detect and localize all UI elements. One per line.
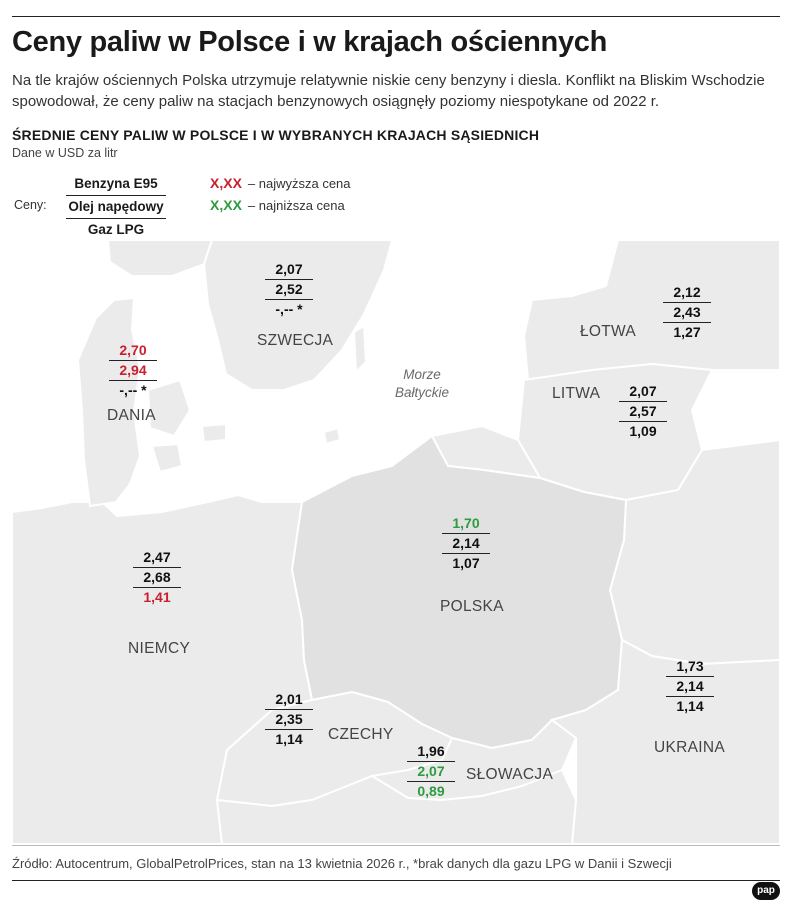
price-diesel: 2,52 (275, 281, 303, 297)
unit-note: Dane w USD za litr (12, 146, 118, 160)
price-diesel: 2,14 (452, 535, 480, 551)
legend-highest-text: – najwyższa cena (247, 176, 351, 191)
price-lpg: -,-- * (119, 382, 147, 398)
country-label-poland: POLSKA (440, 598, 504, 615)
land-ukraine (549, 638, 780, 844)
price-stack-denmark: 2,70 2,94 -,-- * (108, 341, 158, 400)
price-separator (109, 360, 157, 361)
price-stack-lithuania: 2,07 2,57 1,09 (618, 382, 668, 441)
region-map: Morze Bałtyckie 2,07 2,52 -,-- * SZWECJA… (12, 240, 780, 844)
pap-logo: pap (752, 882, 780, 900)
legend-lowest-marker: X,XX (210, 197, 242, 213)
country-label-lithuania: LITWA (552, 385, 601, 402)
land-danish-island-2 (150, 442, 184, 474)
country-label-slovakia: SŁOWACJA (466, 766, 554, 783)
price-e95: 1,96 (417, 743, 445, 759)
price-separator (109, 380, 157, 381)
price-separator (265, 299, 313, 300)
price-stack-ukraine: 1,73 2,14 1,14 (665, 657, 715, 716)
land-danish-island-3 (200, 422, 227, 444)
price-stack-czechia: 2,01 2,35 1,14 (264, 690, 314, 749)
price-separator (619, 421, 667, 422)
country-label-germany: NIEMCY (128, 640, 191, 657)
price-lpg: 1,09 (629, 423, 657, 439)
price-separator (265, 709, 313, 710)
legend-lowest-text: – najniższa cena (247, 198, 345, 213)
source-note: Źródło: Autocentrum, GlobalPetrolPrices,… (12, 856, 672, 871)
legend-fuel-stack: Benzyna E95 Olej napędowy Gaz LPG (60, 173, 172, 241)
price-lpg: 1,07 (452, 555, 480, 571)
price-separator (663, 302, 711, 303)
subtitle: Na tle krajów ościennych Polska utrzymuj… (12, 72, 765, 110)
price-e95: 1,73 (676, 658, 704, 674)
legend-separator (66, 195, 166, 196)
price-separator (133, 587, 181, 588)
land-latvia (522, 240, 780, 382)
price-e95: 2,07 (629, 383, 657, 399)
legend-lowest: X,XX – najniższa cena (210, 197, 345, 213)
land-austria-hungary (215, 768, 578, 844)
price-e95: 2,01 (275, 691, 303, 707)
legend-fuel-diesel: Olej napędowy (68, 199, 164, 214)
map-shapes (12, 240, 780, 844)
legend-fuel-lpg: Gaz LPG (87, 222, 145, 237)
land-danish-island-1 (146, 378, 192, 438)
price-separator (407, 781, 455, 782)
price-stack-slovakia: 1,96 2,07 0,89 (406, 742, 456, 801)
price-diesel: 2,14 (676, 678, 704, 694)
legend-separator (66, 218, 166, 219)
price-separator (133, 567, 181, 568)
price-stack-latvia: 2,12 2,43 1,27 (662, 283, 712, 342)
price-lpg: 1,27 (673, 324, 701, 340)
country-label-latvia: ŁOTWA (580, 323, 637, 340)
price-lpg: -,-- * (275, 301, 303, 317)
price-stack-germany: 2,47 2,68 1,41 (132, 548, 182, 607)
section-heading: ŚREDNIE CENY PALIW W POLSCE I W WYBRANYC… (12, 127, 540, 143)
country-label-sweden: SZWECJA (257, 332, 334, 349)
price-e95: 2,70 (119, 342, 147, 358)
land-norway (106, 240, 214, 277)
price-stack-poland: 1,70 2,14 1,07 (441, 514, 491, 573)
price-e95: 2,47 (143, 549, 171, 565)
price-stack-sweden: 2,07 2,52 -,-- * (264, 260, 314, 319)
price-diesel: 2,57 (629, 403, 657, 419)
bottom-rule (12, 880, 780, 881)
country-label-czechia: CZECHY (328, 726, 394, 743)
price-diesel: 2,94 (119, 362, 147, 378)
country-label-denmark: DANIA (107, 407, 156, 424)
price-e95: 1,70 (452, 515, 480, 531)
price-diesel: 2,68 (143, 569, 171, 585)
price-e95: 2,12 (673, 284, 701, 300)
footer-divider (12, 845, 780, 846)
legend-highest-marker: X,XX (210, 175, 242, 191)
legend-highest: X,XX – najwyższa cena (210, 175, 351, 191)
legend-label: Ceny: (14, 198, 47, 212)
price-diesel: 2,43 (673, 304, 701, 320)
price-separator (666, 696, 714, 697)
page-title: Ceny paliw w Polsce i w krajach ościenny… (12, 26, 608, 58)
price-separator (663, 322, 711, 323)
sea-label-baltic: Morze Bałtyckie (394, 367, 450, 400)
price-e95: 2,07 (275, 261, 303, 277)
price-diesel: 2,07 (417, 763, 445, 779)
top-rule (12, 16, 780, 17)
price-lpg: 1,14 (676, 698, 704, 714)
legend-fuel-e95: Benzyna E95 (74, 176, 158, 191)
price-lpg: 1,41 (143, 589, 171, 605)
land-denmark (76, 296, 142, 508)
land-island-oland (352, 324, 368, 375)
price-diesel: 2,35 (275, 711, 303, 727)
price-separator (442, 533, 490, 534)
price-separator (619, 401, 667, 402)
price-lpg: 0,89 (417, 783, 445, 799)
price-separator (265, 279, 313, 280)
land-island-bornholm (322, 426, 342, 446)
price-separator (666, 676, 714, 677)
price-separator (442, 553, 490, 554)
land-sweden (202, 240, 394, 391)
country-label-ukraine: UKRAINA (654, 739, 726, 756)
price-separator (265, 729, 313, 730)
price-lpg: 1,14 (275, 731, 303, 747)
price-separator (407, 761, 455, 762)
